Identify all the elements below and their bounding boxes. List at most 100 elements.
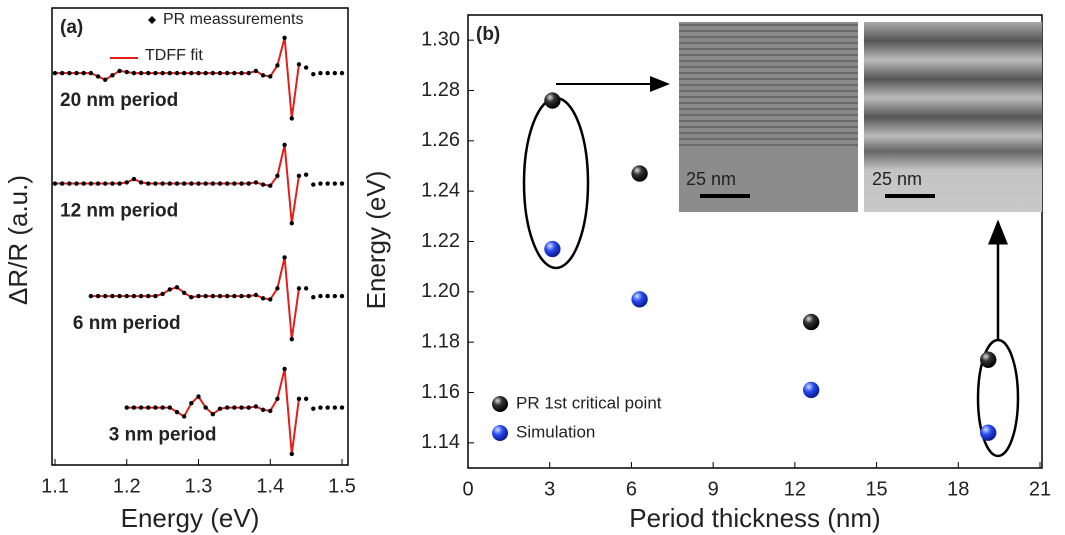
measured-point xyxy=(189,181,194,186)
measured-point xyxy=(189,400,194,406)
measured-point xyxy=(246,181,251,186)
data-point xyxy=(802,313,820,331)
measured-point xyxy=(124,293,129,299)
measured-point xyxy=(325,70,330,76)
measured-point xyxy=(146,181,151,186)
measured-point xyxy=(225,181,230,186)
measured-point xyxy=(81,181,86,186)
measured-point xyxy=(282,142,287,148)
x-tick-label: 1.3 xyxy=(185,475,213,497)
measured-point xyxy=(110,73,115,78)
measured-point xyxy=(246,70,251,76)
measured-point xyxy=(67,181,72,186)
measured-point xyxy=(181,290,187,295)
spectrum-label: 3 nm period xyxy=(109,425,217,446)
measured-point xyxy=(260,296,266,301)
measured-point xyxy=(153,405,158,410)
measured-point xyxy=(282,366,287,372)
measured-point xyxy=(146,293,151,299)
x-tick-label: 21 xyxy=(1029,478,1051,500)
measured-point xyxy=(332,70,338,76)
measured-point xyxy=(196,293,201,299)
x-axis-label: Energy (eV) xyxy=(121,503,260,533)
measured-point xyxy=(160,70,165,76)
measured-point xyxy=(174,285,180,290)
data-point xyxy=(544,240,561,258)
measured-point xyxy=(303,65,309,70)
measured-point xyxy=(325,181,330,186)
measured-point xyxy=(239,405,244,410)
x-tick-label: 1.5 xyxy=(328,475,356,497)
measured-point xyxy=(260,182,266,187)
measured-point xyxy=(167,181,172,186)
measured-point xyxy=(232,181,237,186)
measured-point xyxy=(325,293,330,299)
measured-point xyxy=(88,70,94,76)
measured-point xyxy=(181,70,187,76)
y-axis-label: ΔR/R (a.u.) xyxy=(3,175,33,305)
y-tick-label: 1.16 xyxy=(421,381,460,403)
measured-point xyxy=(289,336,294,342)
tem-inset xyxy=(864,22,1042,212)
legend-label: PR 1st critical point xyxy=(516,393,662,412)
x-tick-label: 1.1 xyxy=(41,475,69,497)
frame-a xyxy=(51,7,349,466)
measured-point xyxy=(67,70,72,76)
measured-point xyxy=(225,405,230,410)
x-axis-label: Period thickness (nm) xyxy=(629,503,880,533)
legend-marker xyxy=(148,16,156,24)
measured-point xyxy=(260,407,266,413)
y-axis-label: Energy (eV) xyxy=(361,171,391,310)
measured-point xyxy=(153,70,158,76)
measured-point xyxy=(196,70,201,76)
measured-point xyxy=(210,181,216,186)
measured-point xyxy=(289,221,294,226)
measured-point xyxy=(246,293,251,299)
measured-point xyxy=(95,74,101,79)
measured-point xyxy=(325,405,330,410)
measured-point xyxy=(131,293,137,299)
measured-point xyxy=(196,181,201,186)
legend-marker xyxy=(492,396,508,412)
measured-point xyxy=(289,116,294,121)
legend-label: TDFF fit xyxy=(145,47,203,64)
measured-point xyxy=(146,70,151,76)
measured-point xyxy=(203,405,208,410)
measured-point xyxy=(318,70,323,76)
spectrum-label: 6 nm period xyxy=(73,313,181,334)
x-tick-label: 0 xyxy=(462,478,473,500)
measured-point xyxy=(181,181,187,186)
measured-point xyxy=(339,405,345,410)
scale-label: 25 nm xyxy=(686,169,736,189)
measured-point xyxy=(339,70,345,76)
y-tick-label: 1.20 xyxy=(421,280,460,302)
measured-point xyxy=(167,405,172,410)
measured-point xyxy=(88,293,94,299)
measured-point xyxy=(275,396,280,401)
measured-point xyxy=(203,181,208,186)
measured-point xyxy=(110,293,115,299)
measured-point xyxy=(260,73,266,78)
measured-point xyxy=(59,70,65,76)
y-tick-label: 1.26 xyxy=(421,129,460,151)
measured-point xyxy=(332,405,338,410)
measured-point xyxy=(131,176,137,182)
measured-point xyxy=(282,35,287,41)
y-tick-label: 1.22 xyxy=(421,230,460,252)
measured-point xyxy=(339,181,345,186)
measured-point xyxy=(318,405,323,410)
measured-point xyxy=(167,287,172,292)
measured-point xyxy=(174,181,180,186)
measured-point xyxy=(181,414,187,419)
data-point xyxy=(802,381,820,399)
measured-point xyxy=(253,68,259,74)
measured-point xyxy=(203,293,208,299)
measured-point xyxy=(153,293,158,299)
measured-point xyxy=(239,70,244,76)
measured-point xyxy=(52,181,58,186)
measured-point xyxy=(289,451,294,457)
scale-label: 25 nm xyxy=(872,169,922,189)
measured-point xyxy=(311,406,316,411)
measured-point xyxy=(138,180,144,185)
measured-point xyxy=(217,293,223,299)
